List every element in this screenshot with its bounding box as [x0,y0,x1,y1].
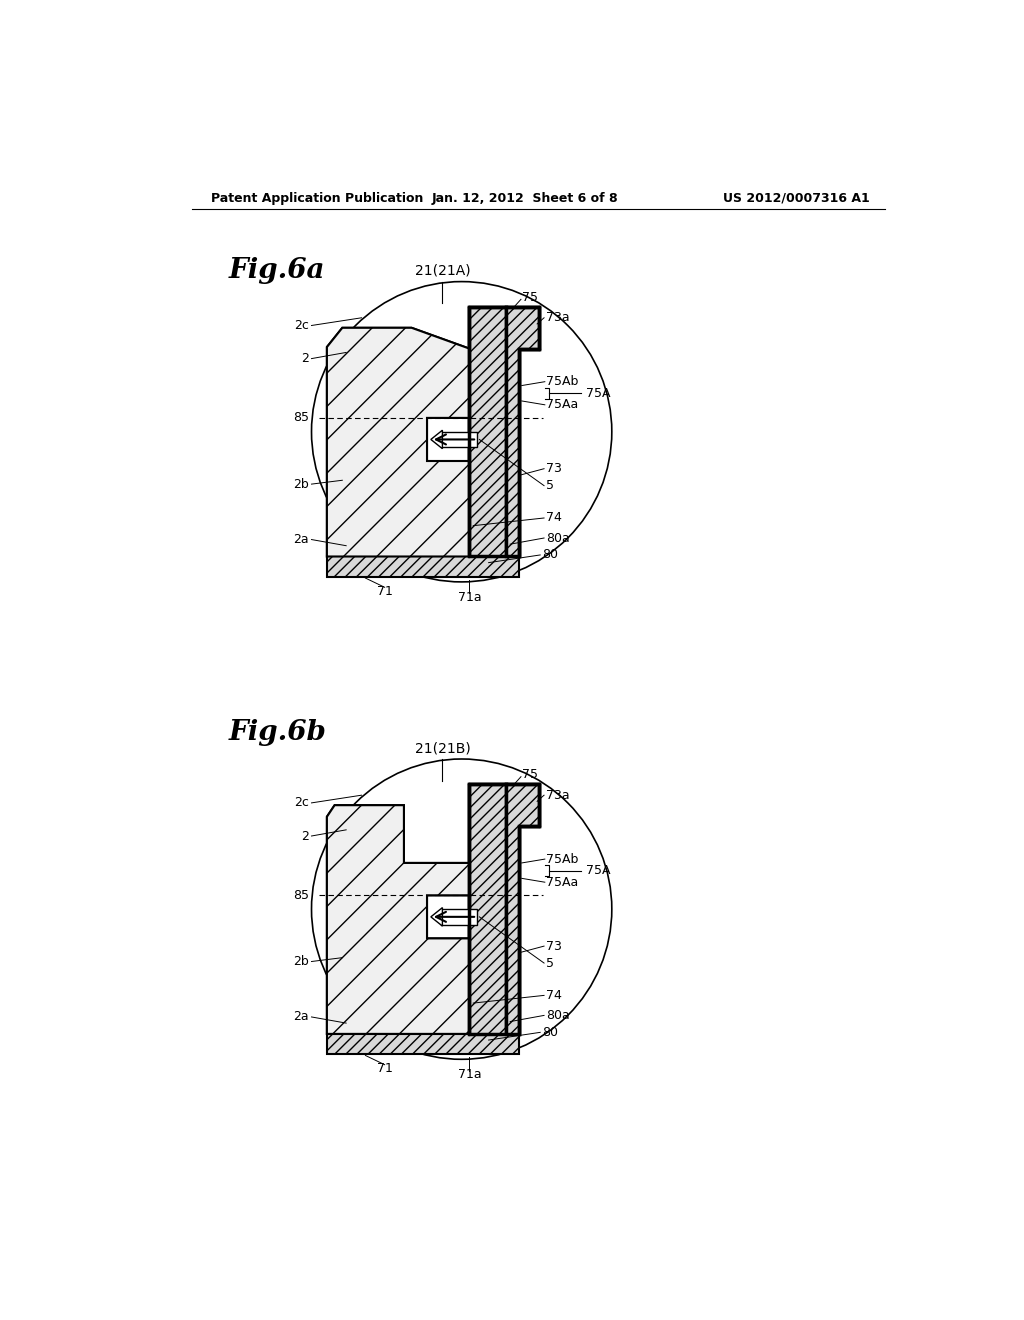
Text: US 2012/0007316 A1: US 2012/0007316 A1 [723,191,869,205]
Text: 75Aa: 75Aa [547,875,579,888]
Text: 2: 2 [301,352,309,366]
Polygon shape [469,784,506,1034]
Text: 2: 2 [301,829,309,842]
Polygon shape [469,308,506,557]
Text: 73: 73 [547,940,562,953]
Polygon shape [327,327,469,557]
Text: 80a: 80a [547,532,570,545]
Text: 85: 85 [293,888,309,902]
Text: 74: 74 [547,989,562,1002]
Text: 71: 71 [377,1063,392,1074]
Polygon shape [506,784,539,1034]
Text: Patent Application Publication: Patent Application Publication [211,191,424,205]
Text: 71: 71 [377,585,392,598]
Text: 75: 75 [521,768,538,781]
Text: 75A: 75A [587,387,611,400]
Polygon shape [431,430,442,449]
Text: 85: 85 [293,412,309,425]
Text: Jan. 12, 2012  Sheet 6 of 8: Jan. 12, 2012 Sheet 6 of 8 [431,191,618,205]
Text: 71a: 71a [458,591,481,603]
Text: 5: 5 [547,479,554,492]
Text: 73: 73 [547,462,562,475]
Text: 73a: 73a [547,788,570,801]
Polygon shape [506,308,539,557]
Text: 80a: 80a [547,1008,570,1022]
Polygon shape [327,557,519,577]
Polygon shape [327,327,469,557]
Text: 2a: 2a [294,1010,309,1023]
Text: 80: 80 [543,548,558,561]
Polygon shape [506,784,539,1034]
Text: Fig.6b: Fig.6b [229,718,327,746]
Polygon shape [469,784,506,1034]
Text: 2c: 2c [294,796,309,809]
Polygon shape [469,308,506,557]
Polygon shape [469,808,483,826]
Polygon shape [469,330,483,348]
Polygon shape [327,1034,519,1053]
Text: 80: 80 [543,1026,558,1039]
Text: 2b: 2b [294,478,309,491]
Polygon shape [441,909,477,924]
Text: 2c: 2c [294,319,309,333]
Polygon shape [441,432,477,447]
Polygon shape [431,908,442,927]
Text: 21(21B): 21(21B) [415,741,470,755]
Text: 74: 74 [547,511,562,524]
Text: 2b: 2b [294,954,309,968]
Text: 75Ab: 75Ab [547,853,579,866]
Text: 71a: 71a [458,1068,481,1081]
Text: 75A: 75A [587,865,611,878]
Polygon shape [327,805,469,1034]
Text: 2a: 2a [294,533,309,546]
Text: 73a: 73a [547,312,570,325]
Text: Fig.6a: Fig.6a [229,256,326,284]
Text: 75Ab: 75Ab [547,375,579,388]
Text: 75: 75 [521,290,538,304]
Text: 21(21A): 21(21A) [415,264,470,277]
Polygon shape [327,805,469,1034]
Text: 5: 5 [547,957,554,970]
Text: 75Aa: 75Aa [547,399,579,412]
Polygon shape [506,308,539,557]
